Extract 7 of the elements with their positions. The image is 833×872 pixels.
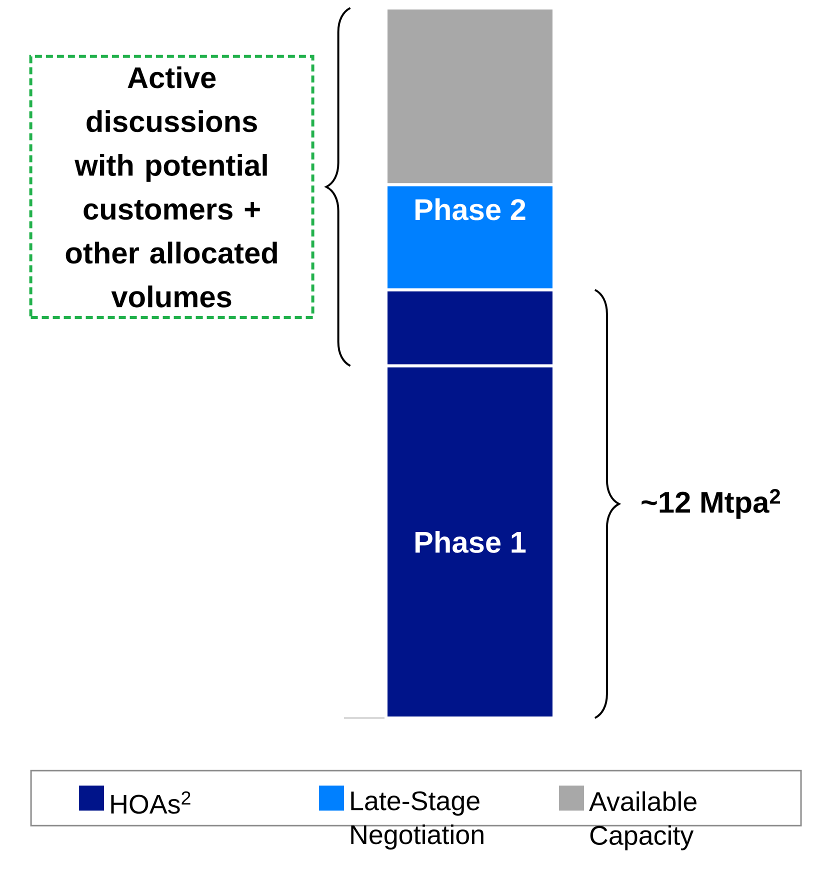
legend-label: Late-Stage Negotiation — [351, 791, 484, 850]
text: Active discussions with potential customers + other allocated volumes — [66, 66, 277, 308]
annotation: Phase 2 — [416, 198, 526, 220]
text: ~12 Mtpa$^{2}$ — [642, 489, 780, 519]
legend-label: HOAs$^{2}$ — [111, 791, 190, 814]
legend-label: Available Capacity — [589, 791, 696, 850]
annotation: Phase 1 — [416, 530, 526, 553]
